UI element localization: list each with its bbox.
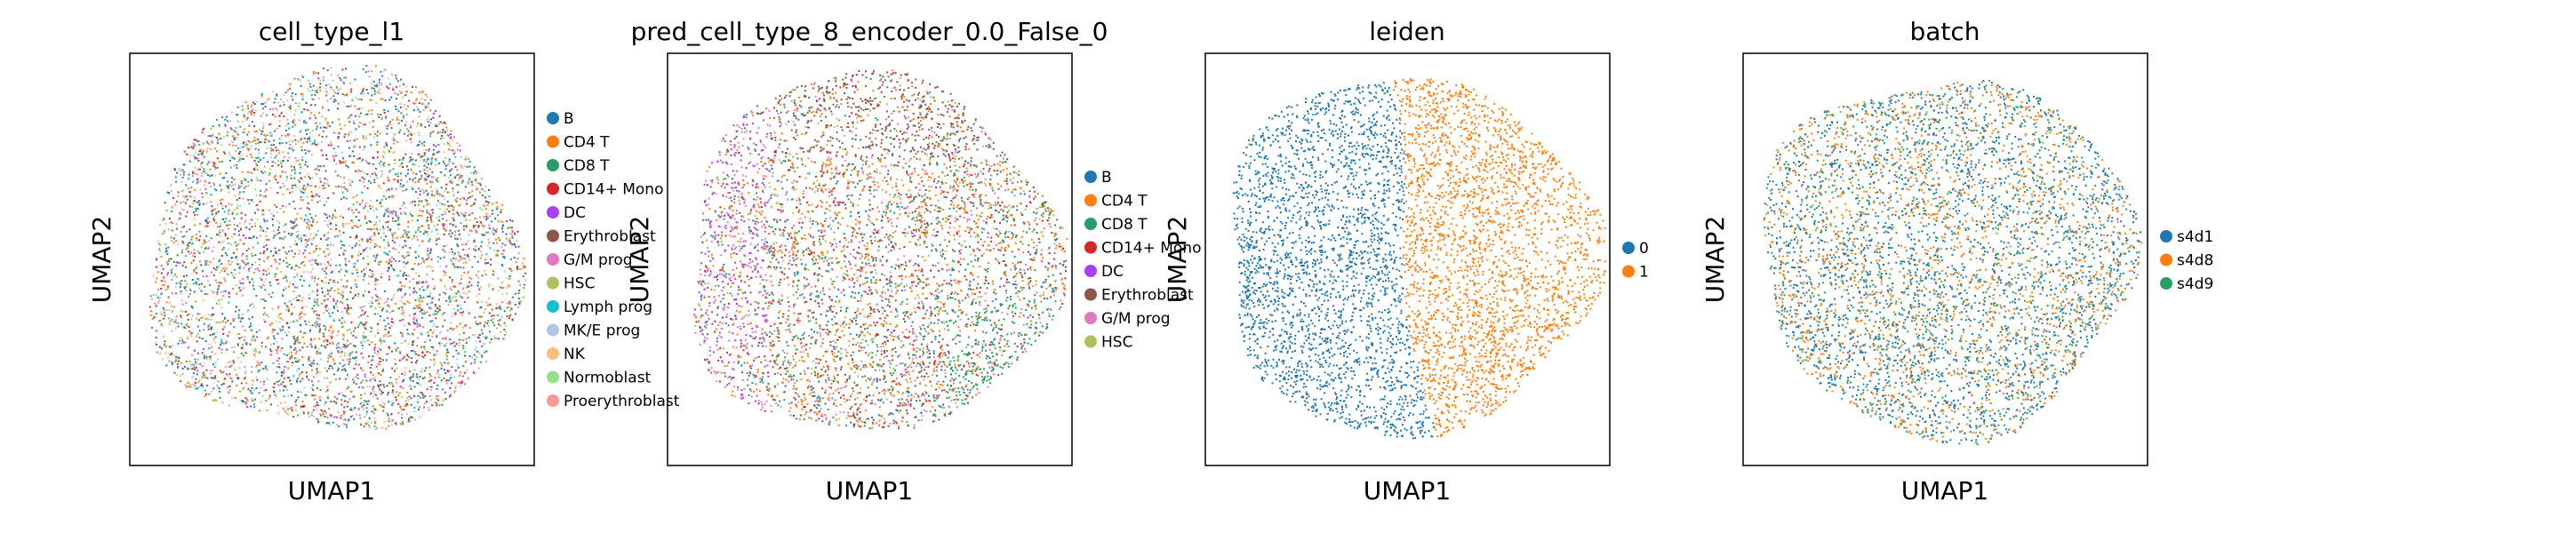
legend-label: s4d9: [2177, 275, 2213, 293]
legend-marker: [547, 206, 559, 219]
x-axis-label: UMAP1: [1364, 476, 1452, 505]
legend-marker: [547, 347, 559, 360]
panel-batch: batch UMAP1 UMAP2 s4d1 s4d8 s4d9: [1700, 17, 2213, 505]
plot-frame: [1742, 52, 2148, 466]
legend-label: DC: [1101, 263, 1124, 281]
legend-marker: [2160, 253, 2172, 266]
panel-title: leiden: [1369, 17, 1445, 46]
legend-label: Normoblast: [564, 370, 652, 387]
legend-marker: [1084, 241, 1097, 254]
legend-marker: [547, 135, 559, 148]
legend-label: G/M prog: [564, 251, 633, 269]
plot-frame: [667, 52, 1073, 466]
legend-label: CD4 T: [1101, 193, 1148, 211]
legend-marker: [2160, 277, 2172, 290]
legend-marker: [1084, 194, 1097, 207]
legend-label: CD14+ Mono: [1101, 240, 1201, 258]
legend: 01: [1622, 240, 1649, 282]
panel-pred-cell-type: pred_cell_type_8_encoder_0.0_False_0 UMA…: [625, 17, 1201, 505]
x-axis-label: UMAP1: [288, 476, 376, 505]
legend-marker: [1084, 218, 1097, 230]
legend-marker: [547, 276, 559, 290]
legend: s4d1 s4d8 s4d9: [2160, 228, 2213, 293]
legend-label: CD8 T: [564, 157, 610, 175]
legend-marker: [547, 112, 559, 124]
legend-marker: [1622, 242, 1635, 254]
legend-marker: [547, 323, 559, 337]
legend-label: DC: [564, 204, 586, 222]
legend-label: B: [1101, 169, 1112, 187]
legend-label: HSC: [1101, 334, 1132, 352]
legend-label: 1: [1639, 264, 1649, 282]
legend-marker: [547, 300, 559, 313]
panel-leiden: leiden UMAP1 UMAP2 01: [1163, 17, 1649, 505]
plot-frame: [1204, 52, 1611, 466]
legend-label: NK: [564, 346, 586, 363]
scatter-points: [1232, 78, 1606, 440]
legend-marker: [1084, 335, 1097, 348]
legend: B CD4 T CD8 T CD14+ Mono DC Erythroblast G/M p…: [1084, 169, 1201, 352]
scatter-points: [148, 65, 527, 431]
legend-marker: [1084, 265, 1097, 277]
y-axis-label: UMAP2: [1163, 216, 1192, 304]
legend-label: G/M prog: [1101, 310, 1171, 328]
legend-label: CD4 T: [564, 134, 610, 152]
legend-label: HSC: [564, 275, 595, 293]
legend-label: Lymph prog: [564, 298, 652, 316]
legend-label: s4d1: [2177, 228, 2213, 246]
legend-marker: [1084, 312, 1097, 324]
y-axis-label: UMAP2: [625, 216, 654, 304]
legend-label: s4d8: [2177, 252, 2213, 270]
panel-title: cell_type_l1: [259, 17, 404, 46]
legend-label: Proerythroblast: [564, 393, 680, 410]
legend-marker: [2160, 230, 2172, 243]
legend-marker: [547, 159, 559, 171]
legend-label: CD8 T: [1101, 216, 1148, 234]
plot-frame: [129, 52, 535, 466]
panel-cell-type-l1: cell_type_l1 UMAP1 UMAP2 B CD4 T CD8 T CD14…: [87, 17, 680, 505]
legend: B CD4 T CD8 T CD14+ Mono DC Erythroblast G/M p…: [547, 110, 680, 410]
legend-marker: [547, 370, 559, 384]
legend-marker: [1084, 288, 1097, 301]
legend-label: 0: [1639, 240, 1649, 258]
legend-label: Erythroblast: [1101, 287, 1194, 305]
panel-title: batch: [1909, 17, 1980, 46]
scatter-points: [1763, 80, 2143, 446]
x-axis-label: UMAP1: [1901, 476, 1989, 505]
legend-marker: [1622, 265, 1635, 278]
legend-marker: [547, 394, 559, 407]
scatter-points: [693, 69, 1068, 430]
legend-marker: [547, 182, 559, 195]
legend-marker: [547, 253, 559, 266]
legend-marker: [547, 229, 559, 243]
legend-label: CD14+ Mono: [564, 181, 663, 199]
legend-marker: [1084, 171, 1097, 183]
x-axis-label: UMAP1: [826, 476, 914, 505]
legend-label: MK/E prog: [564, 322, 640, 340]
y-axis-label: UMAP2: [1700, 216, 1730, 304]
legend-label: Erythroblast: [564, 228, 656, 246]
y-axis-label: UMAP2: [87, 216, 116, 304]
legend-label: B: [564, 110, 574, 128]
panel-title: pred_cell_type_8_encoder_0.0_False_0: [631, 17, 1108, 46]
